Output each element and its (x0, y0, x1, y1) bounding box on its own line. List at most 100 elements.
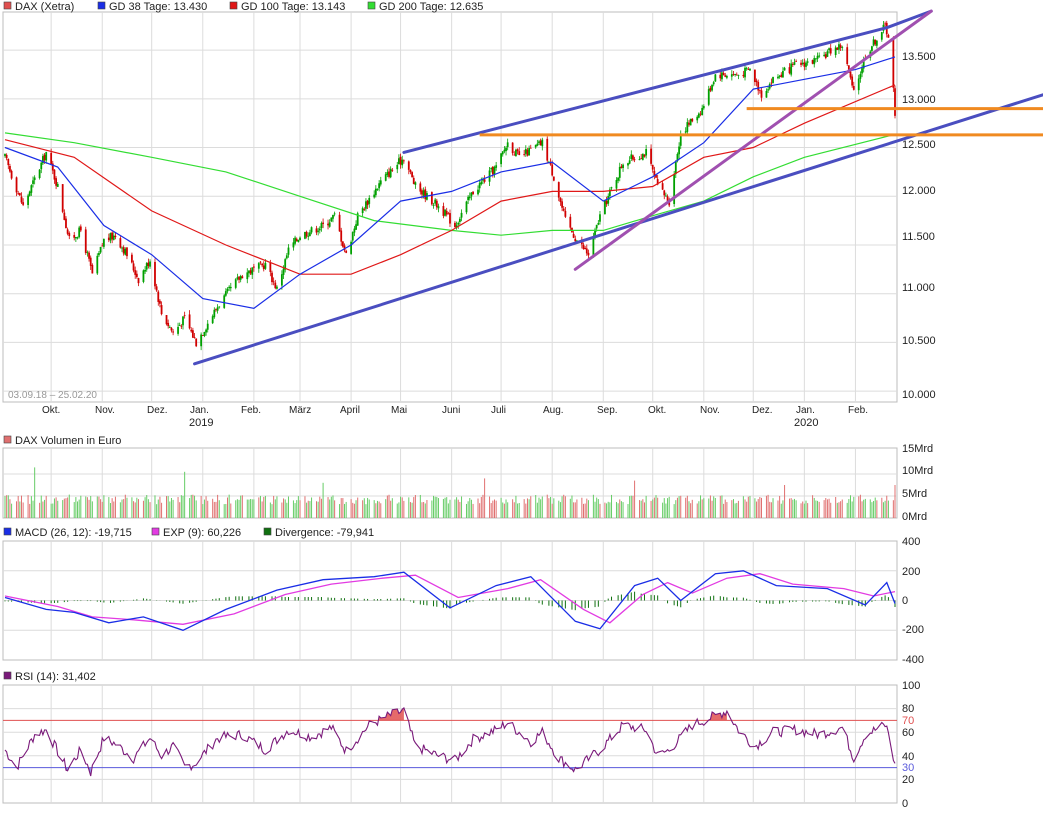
price-candle (322, 222, 324, 224)
price-candle (96, 255, 99, 274)
price-candle (551, 164, 554, 176)
price-candle (523, 153, 526, 155)
month-label: Jan. (796, 405, 815, 416)
price-candle (655, 174, 657, 178)
legend-gd38: GD 38 Tage: 13.430 (109, 1, 207, 13)
price-candle (305, 231, 308, 237)
price-candle (20, 196, 23, 203)
price-candle (778, 76, 781, 77)
price-candle (351, 232, 354, 241)
price-candle (386, 172, 389, 175)
price-candle (368, 197, 371, 204)
price-candle (816, 55, 819, 59)
price-candle (760, 90, 763, 98)
price-candle (361, 208, 364, 214)
price-candle (541, 139, 544, 147)
price-candle (467, 196, 470, 201)
price-candle (587, 252, 590, 256)
trendline-lower-channel (193, 93, 1043, 366)
price-candle (419, 183, 422, 192)
price-candle (770, 82, 773, 84)
price-candle (203, 332, 206, 336)
price-candle (259, 261, 262, 263)
price-candle (857, 78, 860, 91)
price-candle (875, 40, 878, 46)
price-candle (495, 165, 498, 168)
price-candle (191, 330, 194, 338)
price-candle (195, 338, 198, 347)
price-candle (157, 291, 160, 302)
price-candle (795, 60, 798, 62)
price-candle (320, 223, 323, 229)
rsi-tick-label: 100 (902, 680, 920, 692)
price-candle (528, 148, 531, 156)
price-candle (758, 89, 761, 91)
price-candle (546, 138, 549, 161)
price-candle (246, 272, 249, 280)
price-candle (73, 234, 76, 238)
price-candle (165, 315, 168, 325)
price-candle (261, 263, 264, 266)
price-candle (892, 38, 895, 88)
price-candle (712, 82, 715, 85)
volume-tick-label: 5Mrd (902, 488, 927, 500)
price-candle (500, 153, 502, 165)
price-candle (618, 166, 621, 178)
price-candle (501, 151, 504, 155)
price-candle (597, 223, 600, 225)
price-candle (388, 171, 390, 177)
price-candle (493, 166, 496, 174)
price-candle (234, 279, 237, 288)
price-candle (307, 235, 310, 237)
price-candle (333, 213, 336, 215)
price-candle (714, 74, 717, 82)
price-candle (696, 116, 699, 121)
price-candle (226, 288, 229, 292)
rsi-grid (3, 685, 897, 803)
price-candle (154, 261, 156, 287)
price-candle (299, 237, 301, 241)
legend-gd200: GD 200 Tage: 12.635 (379, 1, 483, 13)
price-candle (122, 247, 125, 254)
year-label: 2020 (794, 417, 818, 429)
trendlines (193, 9, 1043, 366)
price-candle (477, 189, 479, 195)
price-candle (398, 158, 400, 165)
price-candle (722, 72, 725, 76)
price-candle (22, 202, 25, 205)
price-panel: 10.000 10.500 11.000 11.500 12.000 12.50… (2, 1, 1043, 403)
gd200-line (4, 132, 896, 236)
price-candle (68, 233, 71, 237)
price-candle (269, 262, 272, 272)
month-label: April (340, 405, 360, 416)
price-candle (478, 183, 481, 189)
month-label: Aug. (543, 405, 564, 416)
price-candle (15, 177, 18, 193)
price-candle (515, 149, 517, 157)
rsi-tick-label: 40 (902, 751, 914, 763)
price-candle (490, 168, 493, 170)
price-candle (111, 232, 114, 240)
price-candle (460, 212, 463, 218)
rsi-line (4, 706, 896, 777)
price-candle (673, 174, 676, 205)
price-candle (674, 161, 677, 175)
price-candle (218, 306, 221, 308)
price-candle (745, 68, 748, 69)
price-candle (297, 240, 300, 243)
price-candle (536, 143, 539, 146)
price-candle (871, 46, 873, 51)
price-candle (592, 236, 595, 256)
price-candle (276, 286, 278, 289)
price-candle (651, 164, 654, 170)
price-candle (238, 276, 240, 280)
price-candle (645, 149, 648, 156)
price-candle (411, 172, 413, 178)
price-candle (430, 192, 433, 205)
price-candle (193, 337, 196, 338)
price-candle (271, 272, 273, 283)
macd-panel: MACD (26, 12): -19,715 EXP (9): 60,226 D… (2, 527, 924, 666)
price-candle (584, 247, 587, 250)
price-candle (188, 314, 191, 329)
